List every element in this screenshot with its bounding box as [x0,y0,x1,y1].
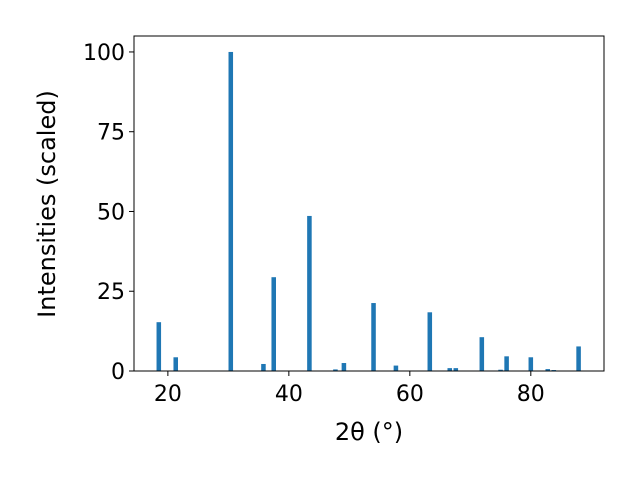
bar [453,368,459,371]
plot-frame [133,35,605,372]
bar [261,363,266,371]
bar [333,369,338,371]
bar [156,322,162,371]
y-tick-label: 50 [97,200,125,225]
bar [228,51,234,371]
y-tick-label: 0 [111,360,125,385]
x-tick-label: 80 [517,382,545,407]
x-axis-label: 2θ (°) [335,418,403,446]
bar [393,365,399,371]
bar [528,357,534,371]
bar [173,357,179,371]
bar [371,303,376,371]
bar [427,312,433,371]
bar [504,356,509,371]
bar [271,277,276,371]
bar [447,368,453,371]
bar [545,369,551,371]
x-tick-label: 20 [154,382,182,407]
y-tick-label: 75 [97,121,125,146]
bar [479,337,485,371]
x-tick-label: 40 [275,382,303,407]
y-tick-label: 100 [83,41,125,66]
y-tick-label: 25 [97,280,125,305]
bar [498,369,503,371]
bar [341,363,347,371]
bar [307,215,312,371]
bar [576,346,581,371]
y-axis-label: Intensities (scaled) [33,90,61,318]
x-tick-label: 60 [396,382,424,407]
